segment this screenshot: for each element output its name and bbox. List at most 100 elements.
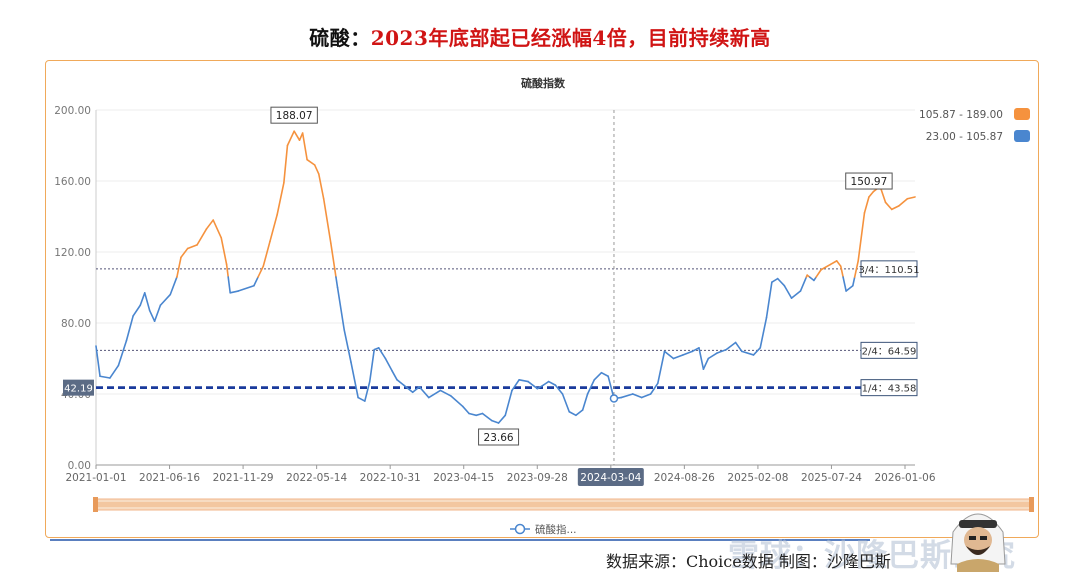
point-label: 188.07 (276, 110, 313, 122)
series-segment (427, 389, 442, 399)
series-segment (853, 260, 859, 278)
x-tick-label: 2026-01-06 (874, 472, 935, 484)
series-toggle-icon[interactable] (514, 523, 526, 535)
chart-card (45, 60, 1039, 538)
series-segment (336, 286, 346, 331)
quartile-label: 1/4：43.58 (862, 384, 917, 395)
x-tick-label: 2022-10-31 (360, 472, 421, 484)
series-segment (205, 219, 214, 230)
zoom-slider-handle-left[interactable] (93, 497, 98, 512)
series-segment (845, 284, 854, 292)
headline-prefix: 硫酸： (309, 26, 371, 50)
series-segment (481, 412, 493, 422)
series-segment (276, 181, 285, 216)
series-segment (377, 347, 387, 360)
series-segment (301, 132, 308, 161)
series-segment (649, 382, 659, 395)
series-segment (343, 329, 352, 363)
series-segment (186, 244, 198, 250)
series-segment (364, 380, 371, 402)
series-segment (575, 409, 584, 417)
zoom-slider-handle-right[interactable] (1029, 497, 1034, 512)
quartile-label-box (860, 260, 918, 278)
series-segment (884, 201, 893, 211)
series-segment (783, 284, 793, 299)
quartile-label: 2/4：64.59 (862, 346, 917, 357)
point-label-box (845, 172, 893, 190)
current-value-badge (63, 379, 94, 396)
series-segment (600, 371, 609, 378)
series-segment (153, 304, 162, 323)
series-segment (95, 345, 101, 378)
series-segment (581, 393, 589, 411)
series-segment (176, 256, 182, 278)
series-segment (402, 384, 414, 394)
footer-rule (50, 539, 870, 541)
y-tick-label: 120.00 (54, 247, 91, 259)
series-segment (225, 263, 230, 278)
series-segment (384, 357, 393, 372)
series-segment (148, 309, 156, 323)
series-segment (391, 370, 398, 381)
series-segment (759, 316, 768, 349)
series-segment (283, 144, 289, 184)
series-segment (890, 205, 900, 211)
series-segment (293, 130, 301, 141)
quartile-label: 3/4：110.51 (858, 265, 919, 276)
series-segment (262, 240, 271, 268)
series-segment (368, 348, 376, 383)
series-segment (829, 260, 838, 266)
series-segment (143, 292, 151, 312)
quartile-label-box (860, 341, 918, 359)
point-label: 23.66 (484, 432, 514, 444)
series-segment (820, 263, 832, 271)
point-label: 150.97 (851, 176, 888, 188)
headline-main: 2023年底部起已经涨幅4倍，目前持续新高 (370, 26, 771, 50)
series-segment (536, 384, 545, 390)
series-segment (518, 378, 529, 383)
x-tick-label: 2025-02-08 (727, 472, 788, 484)
x-pointer-badge (577, 468, 644, 486)
series-segment (702, 357, 710, 370)
series-segment (857, 212, 866, 262)
series-segment (461, 405, 470, 415)
x-tick-label: 2021-11-29 (213, 472, 274, 484)
series-segment (317, 173, 325, 200)
series-segment (511, 378, 520, 392)
series-segment (657, 350, 666, 385)
series-segment (691, 347, 700, 353)
author-avatar (950, 513, 1006, 572)
series-segment (663, 350, 675, 360)
series-segment (411, 386, 421, 394)
series-segment (335, 276, 339, 289)
y-tick-label: 80.00 (61, 318, 91, 330)
x-tick-label: 2025-07-24 (801, 472, 862, 484)
y-tick-label: 160.00 (54, 176, 91, 188)
series-segment (109, 364, 120, 379)
series-segment (640, 393, 652, 399)
series-segment (220, 237, 228, 266)
series-segment (561, 393, 571, 413)
x-tick-label: 2021-01-01 (65, 472, 126, 484)
series-segment (439, 389, 452, 397)
series-segment (776, 277, 786, 287)
x-tick-label: 2022-05-14 (286, 472, 347, 484)
quartile-label-box (860, 379, 918, 397)
source-text: 数据来源：Choice数据 制图：沙隆巴斯 (606, 552, 891, 571)
series-segment (672, 354, 684, 360)
series-segment (468, 412, 478, 417)
series-segment (906, 196, 916, 200)
series-segment (196, 228, 208, 246)
series-segment (117, 339, 128, 367)
series-segment (707, 352, 718, 360)
series-segment (132, 304, 142, 317)
series-segment (169, 276, 178, 296)
legend-swatch (1014, 130, 1030, 142)
series-segment (373, 347, 380, 351)
series-segment (257, 265, 265, 278)
series-segment (790, 290, 802, 299)
series-segment (491, 419, 500, 424)
y-tick-label: 0.00 (68, 460, 91, 472)
series-segment (752, 347, 762, 356)
